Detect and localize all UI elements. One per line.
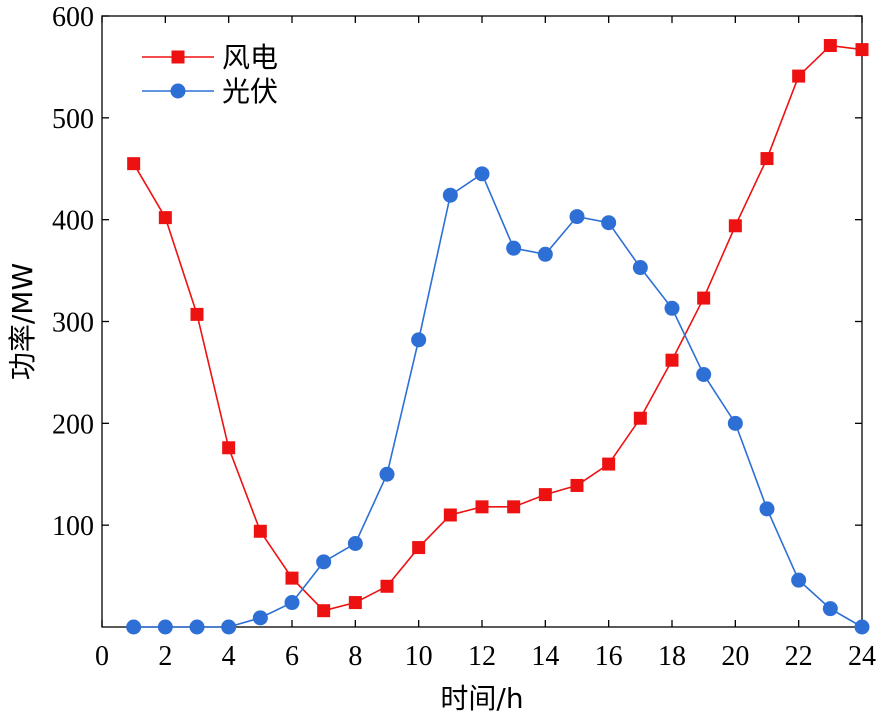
x-axis-label: 时间/h [440, 682, 523, 715]
series-wind [127, 39, 869, 618]
data-point [855, 43, 869, 57]
x-tick-label: 24 [848, 641, 876, 672]
data-point [632, 260, 648, 276]
x-tick-label: 20 [721, 641, 749, 672]
x-tick-label: 10 [405, 641, 433, 672]
y-tick-label: 400 [52, 206, 94, 237]
data-point [158, 211, 172, 225]
x-tick-label: 0 [95, 641, 109, 672]
y-axis-label: 功率/MW [6, 263, 39, 380]
series-line [132, 44, 863, 612]
data-point [379, 466, 395, 482]
x-tick-label: 12 [468, 641, 496, 672]
data-point [697, 291, 711, 305]
x-tick-label: 16 [595, 641, 623, 672]
x-tick-label: 14 [531, 641, 559, 672]
data-point [253, 524, 267, 538]
data-point [664, 300, 680, 316]
data-point [348, 596, 362, 610]
data-point [602, 457, 616, 471]
x-tick-label: 6 [285, 641, 299, 672]
data-point [696, 366, 712, 382]
data-point [157, 619, 173, 635]
data-point [601, 215, 617, 231]
data-point [252, 610, 268, 626]
data-point [284, 595, 300, 611]
y-tick-label: 100 [52, 511, 94, 542]
x-tick-label: 18 [658, 641, 686, 672]
data-point [727, 415, 743, 431]
data-point [760, 152, 774, 166]
series-solar [126, 166, 870, 635]
data-point [569, 209, 585, 225]
data-point [474, 166, 490, 182]
x-tick-label: 2 [158, 641, 172, 672]
data-point [665, 353, 679, 367]
legend-label: 光伏 [222, 75, 278, 108]
data-point [126, 619, 142, 635]
y-tick-label: 600 [52, 2, 94, 33]
data-point [823, 39, 837, 53]
legend-label: 风电 [222, 41, 278, 74]
plot-frame [101, 15, 863, 628]
data-point [570, 478, 584, 492]
data-point [442, 187, 458, 203]
data-point [412, 541, 426, 555]
data-point [538, 488, 552, 502]
data-point [316, 554, 332, 570]
data-point [507, 500, 521, 514]
data-point [189, 619, 205, 635]
data-point [221, 619, 237, 635]
data-point [475, 500, 489, 514]
x-tick-label: 8 [348, 641, 362, 672]
data-point [792, 69, 806, 83]
data-point [633, 411, 647, 425]
y-tick-label: 300 [52, 308, 94, 339]
series-line [133, 172, 863, 628]
data-point [190, 307, 204, 321]
data-point [380, 579, 394, 593]
data-point [127, 157, 141, 171]
x-tick-label: 22 [785, 641, 813, 672]
series-layer [126, 39, 870, 635]
data-point [506, 240, 522, 256]
data-point [411, 332, 427, 348]
data-point [728, 219, 742, 233]
data-point [285, 571, 299, 585]
data-point [537, 246, 553, 262]
data-point [317, 604, 331, 618]
data-point [791, 572, 807, 588]
y-tick-label: 500 [52, 104, 94, 135]
data-point [443, 508, 457, 522]
data-point [347, 535, 363, 551]
data-point [822, 601, 838, 617]
legend-marker [171, 50, 185, 64]
legend-marker [170, 83, 186, 99]
data-point [222, 441, 236, 455]
y-tick-label: 200 [52, 409, 94, 440]
data-point [854, 619, 870, 635]
data-point [759, 501, 775, 517]
x-tick-label: 4 [222, 641, 236, 672]
